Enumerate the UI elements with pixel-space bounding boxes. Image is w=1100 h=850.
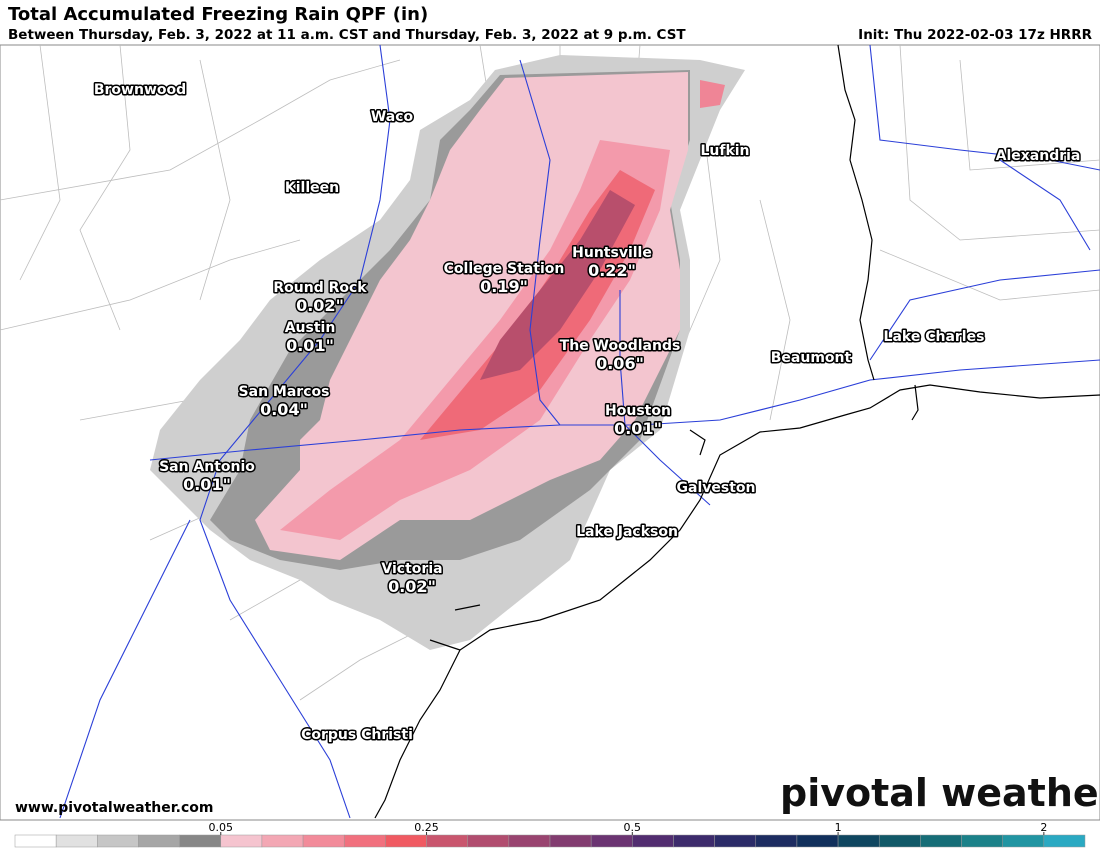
site-url: www.pivotalweather.com (15, 800, 214, 816)
colorbar-swatch (55, 834, 98, 848)
colorbar-swatch (1043, 834, 1086, 848)
colorbar-swatch (961, 834, 1003, 848)
city-name: San Marcos (239, 384, 330, 400)
city-name: Waco (371, 109, 414, 125)
colorbar-tick-label: 0.5 (624, 821, 642, 834)
colorbar-swatch (385, 834, 427, 848)
city-name: Galveston (677, 480, 756, 496)
colorbar-swatch (97, 834, 139, 848)
logo: pivotal weather (780, 771, 1100, 815)
colorbar-swatch (673, 834, 715, 848)
city-name: Houston (605, 403, 671, 419)
city-name: Killeen (285, 180, 339, 196)
city-amount: 0.04" (260, 400, 308, 419)
city-amount: 0.01" (286, 336, 334, 355)
colorbar-swatch (467, 834, 510, 848)
subtitle: Between Thursday, Feb. 3, 2022 at 11 a.m… (8, 27, 686, 43)
city-name: Round Rock (273, 280, 367, 296)
city-amount: 0.06" (596, 354, 644, 373)
city-name: Huntsville (572, 245, 652, 261)
colorbar-swatch (14, 834, 57, 848)
colorbar-swatch (426, 834, 468, 848)
colorbar-swatch (1002, 834, 1045, 848)
colorbar-swatch (590, 834, 633, 848)
city-name: Alexandria (996, 148, 1081, 164)
map: Brownwood Waco Lufkin Alexandria Killeen Hunt… (0, 44, 1100, 821)
colorbar-tick-label: 1 (835, 821, 842, 834)
colorbar-swatch (220, 834, 263, 848)
city-name: San Antonio (159, 459, 255, 475)
city-name: Austin (285, 320, 336, 336)
city-amount: 0.02" (296, 296, 344, 315)
city-amount: 0.22" (588, 261, 636, 280)
roads (59, 44, 1100, 819)
colorbar-swatch (179, 834, 222, 848)
colorbar-swatch (549, 834, 592, 848)
colorbar-swatch (755, 834, 798, 848)
colorbar-swatch (302, 834, 345, 848)
city-name: The Woodlands (560, 338, 681, 354)
city-amount: 0.01" (183, 475, 231, 494)
colorbar-swatch (878, 834, 921, 848)
colorbar-tick-label: 2 (1040, 821, 1047, 834)
city-name: College Station (444, 261, 565, 277)
city-labels: Brownwood Waco Lufkin Alexandria Killeen Hunt… (92, 81, 1082, 745)
colorbar-swatch (920, 834, 962, 848)
city-amount: 0.19" (480, 277, 528, 296)
colorbar-swatch (138, 834, 180, 848)
colorbar-swatch (508, 834, 551, 848)
city-name: Lake Charles (884, 329, 985, 345)
colorbar-swatch (796, 834, 839, 848)
city-name: Corpus Christi (301, 727, 413, 743)
city-name: Victoria (381, 561, 442, 577)
colorbar-tick-label: 0.05 (209, 821, 234, 834)
colorbar-swatch (714, 834, 757, 848)
title: Total Accumulated Freezing Rain QPF (in) (8, 4, 428, 25)
colorbar-tick-label: 0.25 (414, 821, 439, 834)
colorbar-swatch (837, 834, 880, 848)
city-name: Beaumont (771, 350, 852, 366)
init-time: Init: Thu 2022-02-03 17z HRRR (858, 27, 1092, 43)
colorbar-swatch (343, 834, 386, 848)
city-name: Brownwood (94, 82, 186, 98)
colorbar: 0.05 0.25 0.5 1 2 (14, 821, 1086, 848)
colorbar-swatch (261, 834, 304, 848)
city-name: Lufkin (700, 143, 749, 159)
colorbar-swatch (632, 834, 674, 848)
city-amount: 0.02" (388, 577, 436, 596)
borders (374, 44, 1100, 819)
city-name: Lake Jackson (576, 524, 678, 540)
city-amount: 0.01" (614, 419, 662, 438)
precip-field (150, 55, 745, 650)
